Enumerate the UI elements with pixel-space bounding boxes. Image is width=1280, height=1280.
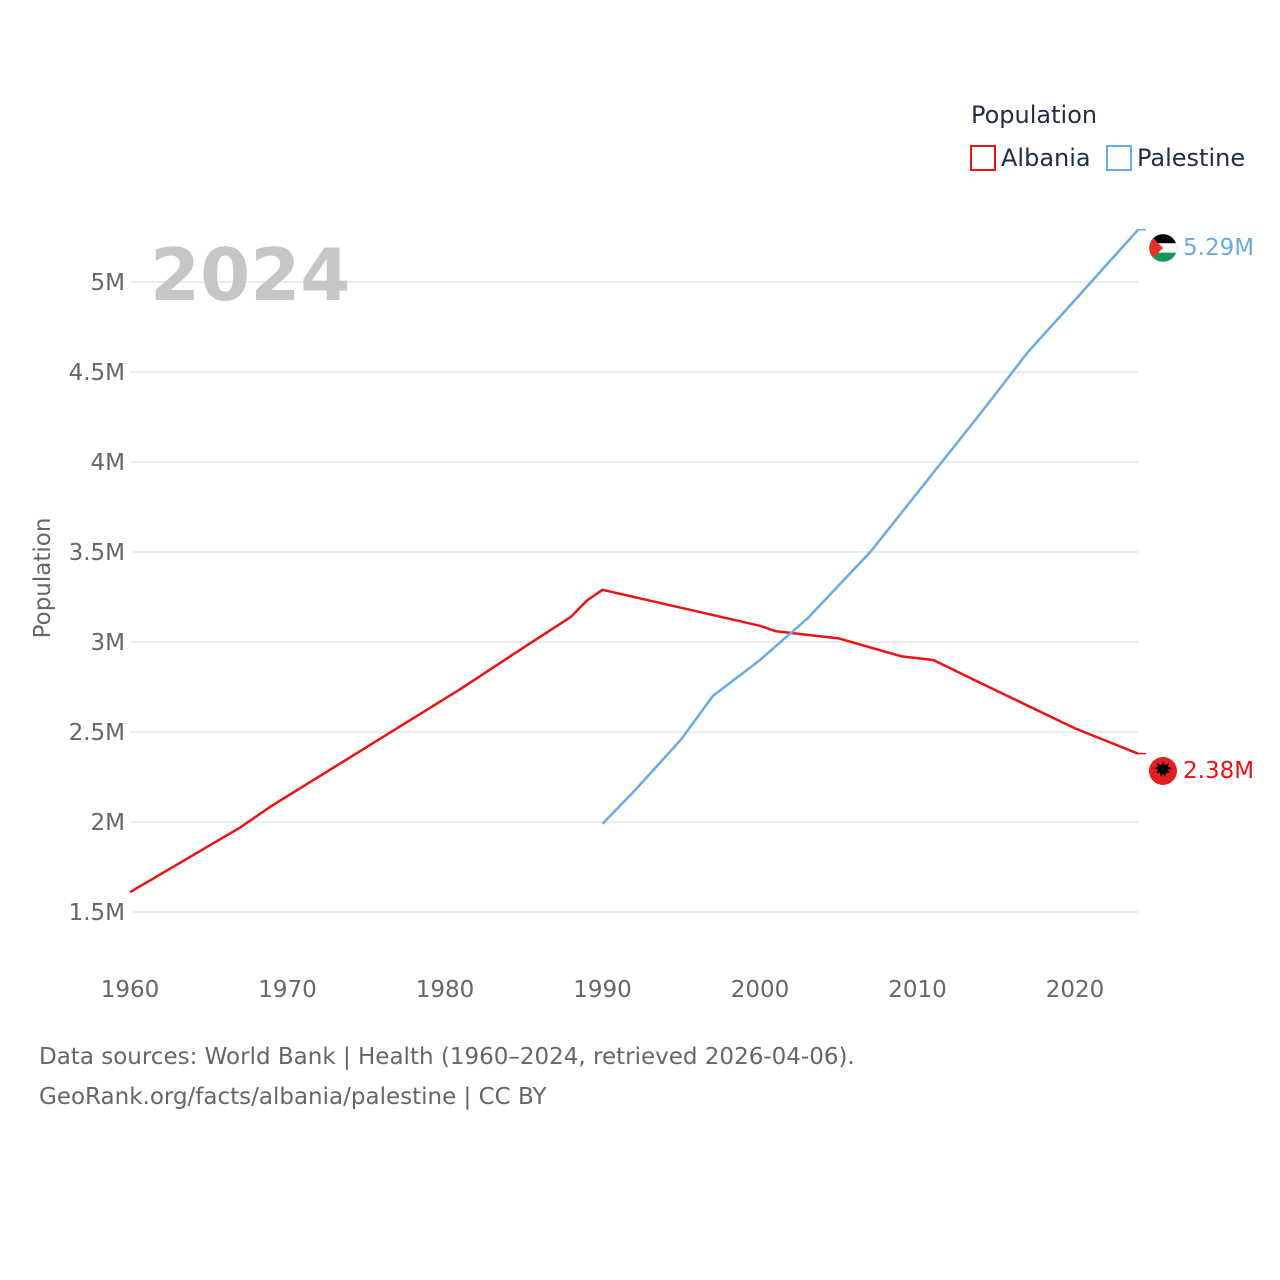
x-tick-label: 2000 (731, 977, 790, 1003)
y-tick-label: 3M (91, 630, 125, 656)
y-axis: 1.5M 2M 2.5M 3M 3.5M 4M 4.5M 5M (69, 270, 125, 926)
series-line-palestine[interactable] (601, 228, 1139, 825)
x-tick-label: 1990 (573, 977, 632, 1003)
x-tick-label: 1960 (101, 977, 160, 1003)
x-tick-label: 1970 (258, 977, 317, 1003)
y-tick-label: 3.5M (69, 540, 125, 566)
legend-item-palestine[interactable]: Palestine (1106, 144, 1245, 172)
x-tick-label: 2010 (888, 977, 947, 1003)
series (129, 228, 1146, 894)
y-tick-label: 5M (91, 270, 125, 296)
y-tick-label: 2M (91, 810, 125, 836)
x-axis: 1960 1970 1980 1990 2000 2010 2020 (101, 977, 1105, 1003)
footer-source: Data sources: World Bank | Health (1960–… (39, 1044, 855, 1070)
footer-credit[interactable]: GeoRank.org/facts/albania/palestine | CC… (39, 1084, 547, 1110)
series-line-albania[interactable] (129, 588, 1139, 894)
legend-swatch-palestine (1106, 145, 1132, 171)
grid-lines (130, 281, 1138, 913)
palestine-flag-icon (1148, 233, 1178, 263)
year-label: 2024 (150, 233, 350, 317)
legend-title: Population (971, 101, 1097, 129)
legend-label-albania: Albania (1001, 144, 1091, 172)
y-tick-label: 2.5M (69, 720, 125, 746)
albania-flag-icon (1149, 757, 1177, 785)
palestine-end-label: 5.29M (1183, 235, 1254, 261)
albania-end-label: 2.38M (1183, 758, 1254, 784)
y-tick-label: 4.5M (69, 360, 125, 386)
albania-end-marker: 2.38M (1149, 757, 1254, 785)
y-tick-label: 4M (91, 450, 125, 476)
x-tick-label: 1980 (416, 977, 475, 1003)
legend-item-albania[interactable]: Albania (970, 144, 1091, 172)
legend: Population Albania Palestine (970, 101, 1245, 172)
legend-label-palestine: Palestine (1137, 144, 1245, 172)
x-tick-label: 2020 (1046, 977, 1105, 1003)
y-axis-title: Population (30, 518, 56, 639)
palestine-end-marker: 5.29M (1148, 233, 1254, 263)
legend-swatch-albania (970, 145, 996, 171)
y-tick-label: 1.5M (69, 900, 125, 926)
population-line-chart: 1.5M 2M 2.5M 3M 3.5M 4M 4.5M 5M 1960 1970 1980 199… (30, 101, 1254, 1003)
